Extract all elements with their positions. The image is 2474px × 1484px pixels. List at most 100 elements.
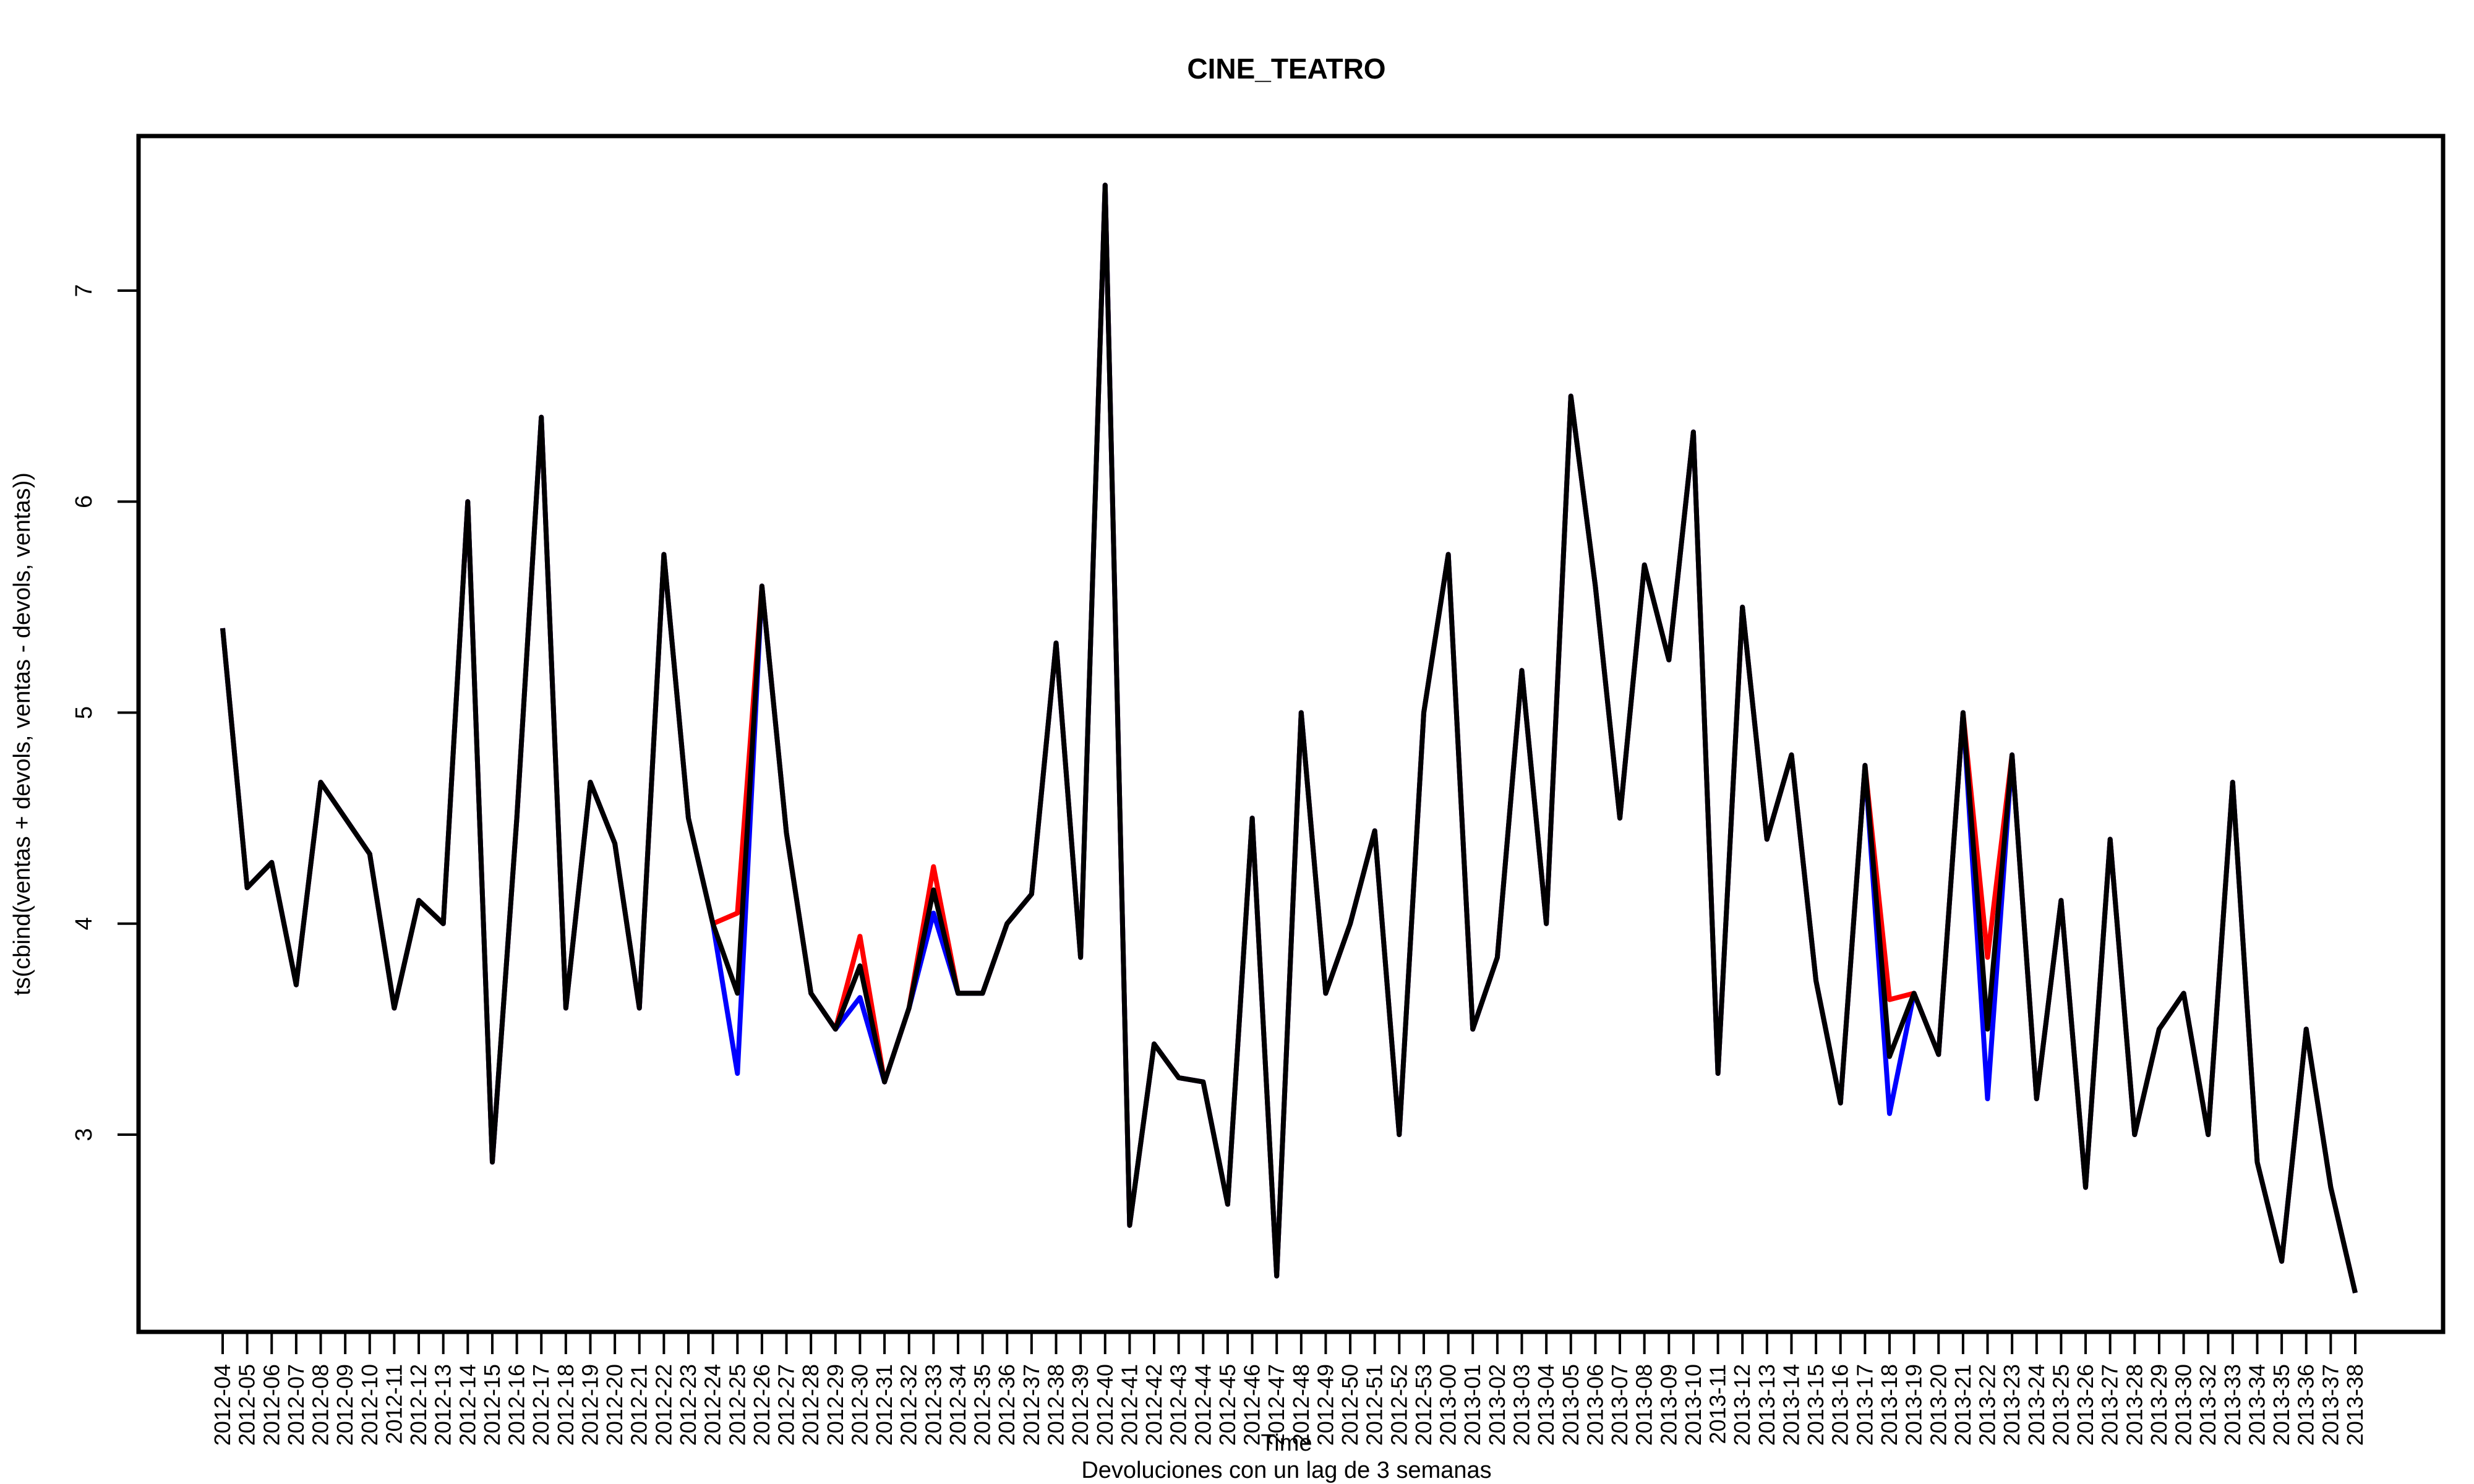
x-tick-label: 2012-15 [479,1364,505,1446]
x-tick-label: 2012-14 [455,1364,480,1446]
x-tick-label: 2012-09 [332,1364,357,1446]
x-axis: 2012-042012-052012-062012-072012-082012-… [210,1331,2368,1446]
x-tick-label: 2012-37 [1019,1364,1044,1446]
x-tick-label: 2013-08 [1632,1364,1657,1446]
x-tick-label: 2013-38 [2342,1364,2368,1446]
x-tick-label: 2012-40 [1092,1364,1118,1446]
x-tick-label: 2012-11 [381,1364,406,1444]
x-tick-label: 2012-08 [308,1364,333,1446]
series-line-3 [220,182,2358,1294]
x-tick-label: 2012-18 [553,1364,578,1446]
x-tick-label: 2012-06 [259,1364,284,1446]
plot-frame [136,134,2446,1334]
y-tick-label: 6 [71,495,97,508]
x-tick-label: 2013-29 [2146,1364,2172,1446]
x-tick-label: 2012-51 [1362,1364,1387,1446]
x-tick-label: 2012-38 [1043,1364,1068,1446]
x-tick-label: 2013-03 [1509,1364,1534,1446]
y-tick-label: 5 [71,706,97,719]
x-tick-label: 2012-44 [1190,1364,1215,1446]
x-tick-label: 2013-05 [1558,1364,1583,1446]
x-tick-label: 2012-42 [1141,1364,1166,1446]
x-tick-label: 2012-21 [627,1364,652,1446]
x-tick-label: 2013-37 [2318,1364,2343,1446]
x-tick-label: 2012-47 [1264,1364,1289,1446]
x-tick-label: 2012-53 [1411,1364,1436,1446]
x-tick-label: 2013-33 [2220,1364,2245,1446]
x-axis-title: Time [1261,1430,1312,1456]
x-tick-label: 2013-15 [1803,1364,1828,1446]
x-tick-label: 2013-14 [1778,1364,1804,1446]
series-line-1 [220,182,2358,1294]
y-axis: 3 4 5 6 7 [71,284,140,1141]
x-tick-label: 2013-11 [1705,1364,1731,1444]
x-tick-label: 2013-34 [2244,1364,2269,1446]
x-tick-label: 2013-00 [1436,1364,1461,1446]
x-tick-label: 2012-17 [528,1364,554,1446]
x-tick-label: 2012-27 [774,1364,799,1446]
x-tick-label: 2013-07 [1607,1364,1632,1446]
x-tick-label: 2012-20 [602,1364,627,1446]
x-tick-label: 2013-36 [2293,1364,2319,1446]
y-tick-label: 7 [71,284,97,297]
x-tick-label: 2013-26 [2073,1364,2098,1446]
x-tick-label: 2012-32 [896,1364,922,1446]
x-tick-label: 2013-10 [1680,1364,1706,1446]
x-tick-label: 2013-06 [1582,1364,1607,1446]
x-tick-label: 2012-30 [847,1364,872,1446]
x-tick-label: 2013-32 [2195,1364,2220,1446]
x-tick-label: 2013-09 [1656,1364,1681,1446]
x-tick-label: 2013-12 [1729,1364,1755,1446]
x-tick-label: 2012-43 [1166,1364,1191,1446]
x-tick-label: 2012-04 [210,1364,235,1446]
x-tick-label: 2012-33 [920,1364,946,1446]
x-tick-label: 2012-23 [675,1364,701,1446]
x-tick-label: 2013-13 [1754,1364,1779,1446]
x-tick-label: 2012-39 [1068,1364,1093,1446]
x-tick-label: 2012-12 [406,1364,431,1446]
series-line-2 [220,182,2358,1294]
x-tick-label: 2012-36 [994,1364,1019,1446]
x-tick-label: 2012-19 [577,1364,602,1446]
x-tick-label: 2012-26 [749,1364,774,1446]
x-tick-label: 2012-22 [651,1364,676,1446]
x-tick-label: 2012-49 [1312,1364,1338,1446]
y-axis-title: ts(cbind(ventas + devols, ventas - devol… [9,472,35,996]
x-tick-label: 2012-24 [700,1364,726,1446]
x-tick-label: 2012-05 [234,1364,260,1446]
x-tick-label: 2012-07 [283,1364,309,1446]
chart-title: CINE_TEATRO [1187,53,1385,85]
x-tick-label: 2013-24 [2024,1364,2049,1446]
x-tick-label: 2013-17 [1852,1364,1877,1446]
x-tick-label: 2013-21 [1950,1364,1975,1446]
x-tick-label: 2013-30 [2171,1364,2196,1446]
y-tick-label: 3 [71,1128,97,1141]
x-tick-label: 2013-04 [1533,1364,1559,1446]
x-tick-label: 2012-16 [504,1364,529,1446]
x-tick-label: 2013-19 [1901,1364,1927,1446]
x-tick-label: 2012-25 [724,1364,750,1446]
x-tick-label: 2012-10 [357,1364,382,1446]
x-tick-label: 2012-48 [1288,1364,1314,1446]
x-tick-label: 2013-02 [1484,1364,1510,1446]
x-tick-label: 2013-22 [1975,1364,2000,1446]
x-tick-label: 2012-46 [1239,1364,1265,1446]
y-tick-label: 4 [71,917,97,930]
x-tick-label: 2012-29 [823,1364,848,1446]
x-tick-label: 2013-16 [1828,1364,1853,1446]
x-tick-label: 2013-01 [1460,1364,1485,1446]
x-tick-label: 2012-28 [798,1364,823,1446]
series-lines [220,182,2358,1294]
x-tick-label: 2012-45 [1215,1364,1240,1446]
x-tick-label: 2012-35 [970,1364,995,1446]
x-tick-label: 2012-31 [871,1364,897,1446]
x-tick-label: 2013-35 [2269,1364,2294,1446]
x-tick-label: 2013-28 [2121,1364,2147,1446]
x-tick-label: 2013-20 [1925,1364,1951,1446]
x-tick-label: 2013-18 [1877,1364,1902,1446]
x-tick-label: 2012-50 [1337,1364,1363,1446]
x-tick-label: 2013-27 [2097,1364,2123,1446]
x-tick-label: 2012-34 [945,1364,970,1446]
x-tick-label: 2012-41 [1116,1364,1142,1446]
